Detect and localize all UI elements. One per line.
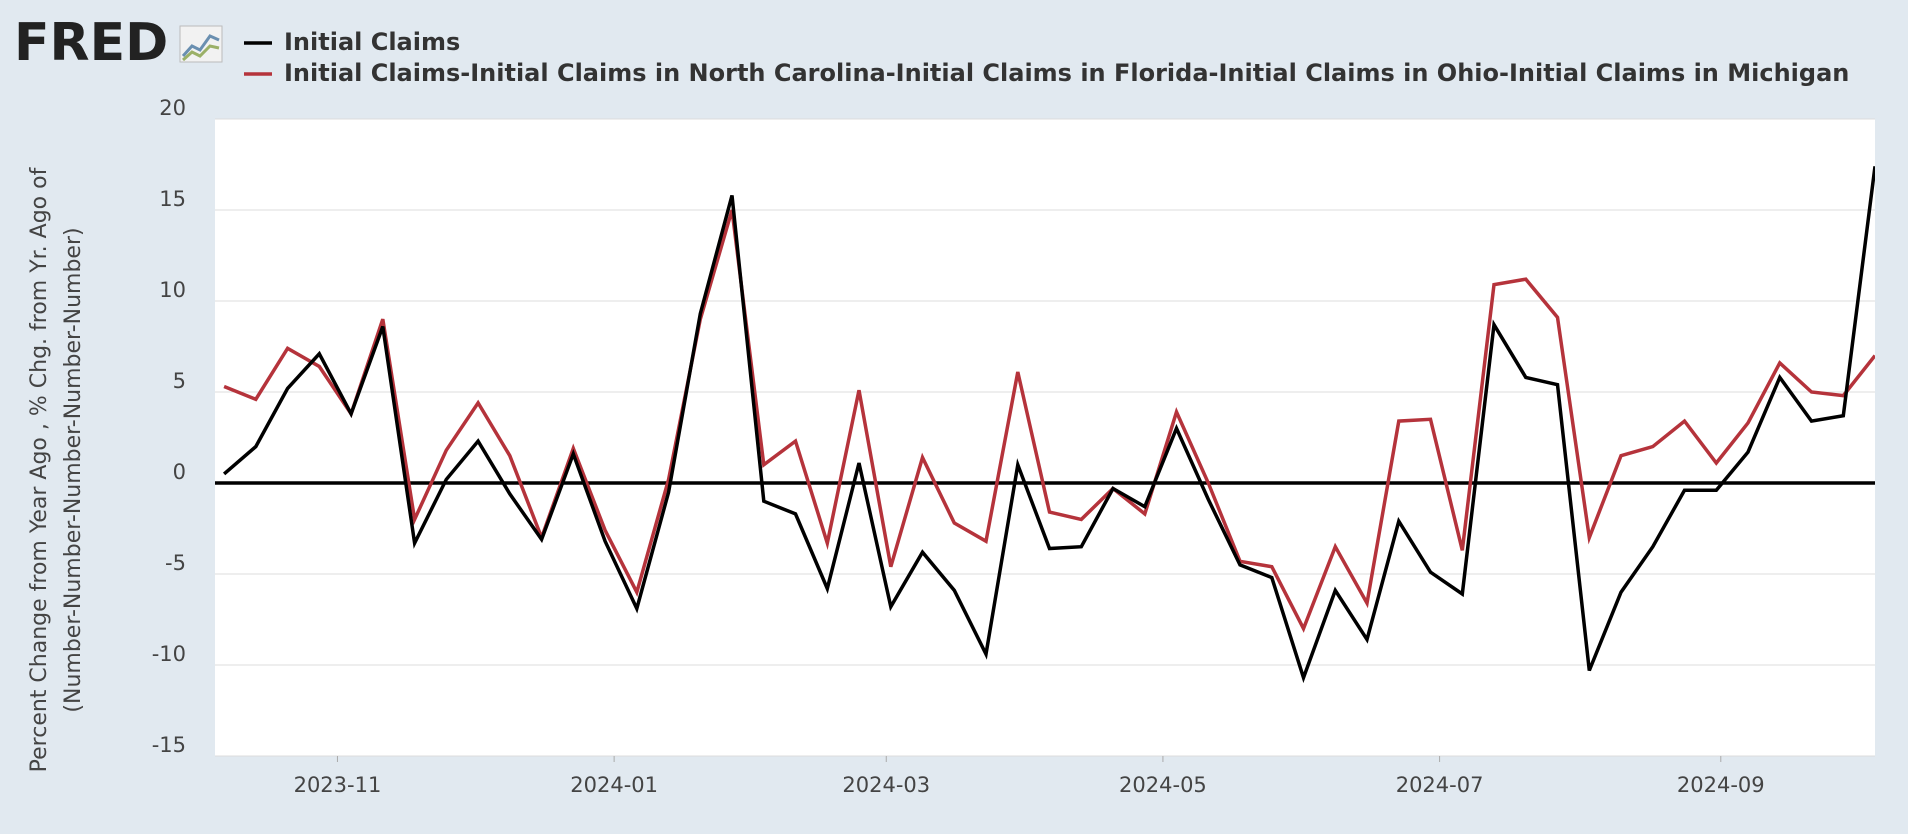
y-tick-label: -15 xyxy=(152,733,186,757)
logo-icon xyxy=(179,25,223,63)
y-axis-title: Percent Change from Year Ago , % Chg. fr… xyxy=(27,166,86,772)
x-tick-label: 2024-01 xyxy=(570,773,658,797)
x-tick-label: 2024-03 xyxy=(842,773,930,797)
x-tick-label: 2024-05 xyxy=(1119,773,1207,797)
y-tick-label: 5 xyxy=(173,369,186,393)
logo: FRED xyxy=(14,13,168,73)
x-tick-label: 2023-11 xyxy=(294,773,382,797)
y-tick-label: 0 xyxy=(173,460,186,484)
y-tick-label: 10 xyxy=(159,278,186,302)
legend-label: Initial Claims xyxy=(284,28,460,56)
legend-label: Initial Claims-Initial Claims in North C… xyxy=(284,59,1849,87)
series-line xyxy=(223,209,1875,633)
y-tick-label: 20 xyxy=(159,96,186,120)
y-tick-label: -5 xyxy=(165,551,186,575)
x-tick-label: 2024-07 xyxy=(1396,773,1484,797)
y-axis-label: Percent Change from Year Ago , % Chg. fr… xyxy=(27,166,52,772)
series-line xyxy=(222,166,1875,684)
plot-area xyxy=(215,119,1875,756)
x-tick-label: 2024-09 xyxy=(1677,773,1765,797)
y-tick-label: -10 xyxy=(152,642,186,666)
y-tick-label: 15 xyxy=(159,187,186,211)
y-axis-label: (Number-Number-Number-Number-Number) xyxy=(61,227,86,712)
